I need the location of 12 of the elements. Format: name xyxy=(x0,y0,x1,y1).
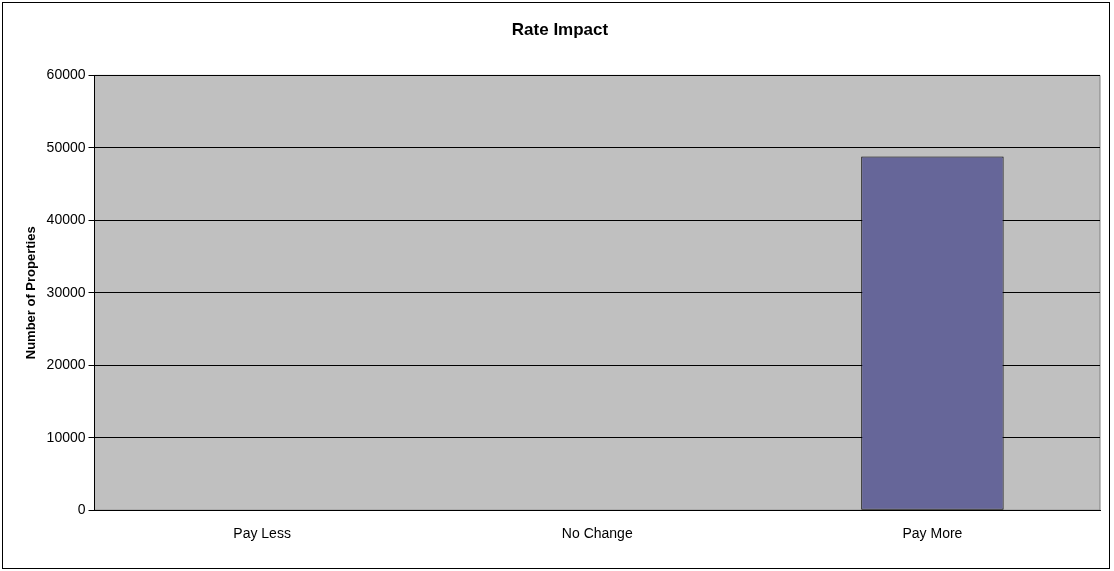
y-tick-label: 20000 xyxy=(46,356,86,373)
chart-title: Rate Impact xyxy=(511,19,609,39)
x-tick-label: Pay Less xyxy=(233,525,291,542)
y-tick-label: 10000 xyxy=(46,428,86,445)
y-tick-label: 50000 xyxy=(46,138,86,155)
y-tick-label: 0 xyxy=(77,501,86,518)
y-tick-label: 30000 xyxy=(46,283,86,300)
y-tick-label: 40000 xyxy=(46,211,86,228)
x-tick-label: No Change xyxy=(561,525,633,542)
y-tick-label: 60000 xyxy=(46,66,86,83)
x-tick-label: Pay More xyxy=(902,525,963,542)
y-axis-title: Number of Properties xyxy=(23,226,39,360)
